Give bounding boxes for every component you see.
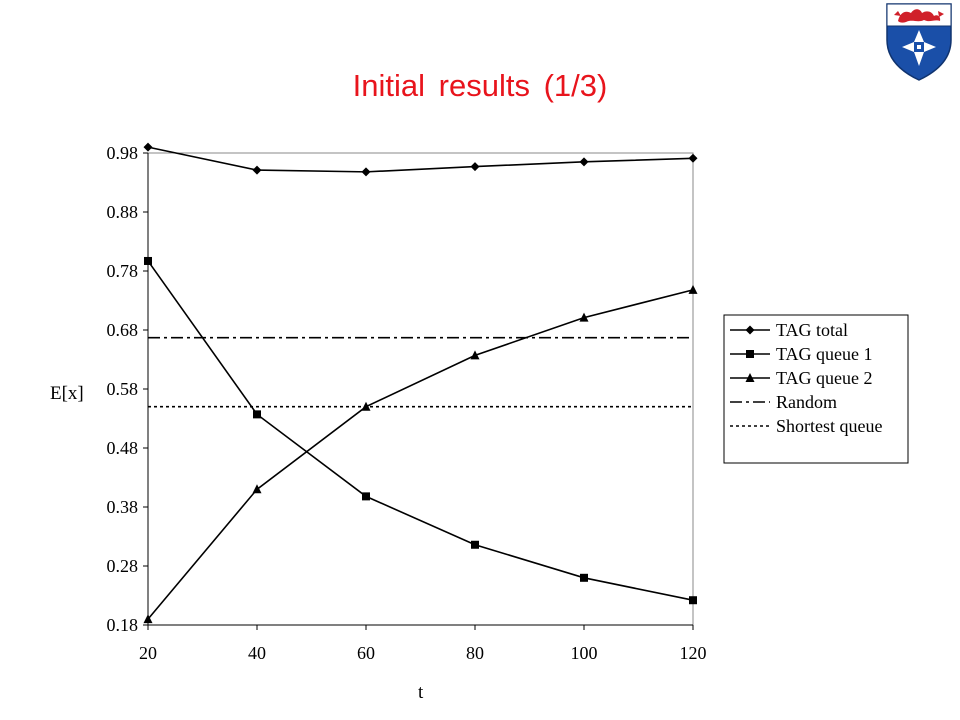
- legend-marker-tag-queue-1: [746, 350, 754, 358]
- data-point-tag-queue-1: [253, 410, 261, 419]
- slide-title: Initial results (1/3): [352, 68, 608, 103]
- data-point-tag-total: [579, 157, 589, 167]
- data-point-tag-queue-1: [580, 573, 588, 582]
- y-axis-title: E[x]: [50, 383, 84, 404]
- data-point-tag-queue-2: [579, 312, 589, 322]
- y-tick-label: 0.38: [107, 497, 139, 517]
- y-tick-label: 0.58: [107, 379, 139, 399]
- legend-label-tag-queue-1: TAG queue 1: [776, 344, 873, 364]
- data-point-tag-total: [470, 162, 480, 172]
- legend-label-shortest-queue: Shortest queue: [776, 416, 882, 436]
- legend-label-tag-total: TAG total: [776, 320, 848, 340]
- y-tick-label: 0.78: [107, 261, 139, 281]
- data-point-tag-queue-2: [252, 484, 262, 494]
- y-tick-label: 0.88: [107, 202, 139, 222]
- x-tick-label: 100: [571, 643, 598, 663]
- x-tick-label: 120: [680, 643, 707, 663]
- legend: TAG total TAG queue 1 TAG queue 2 Random Sho…: [723, 314, 909, 464]
- x-tick-label: 60: [357, 643, 375, 663]
- data-point-tag-queue-1: [362, 492, 370, 501]
- legend-marker-tag-total: [745, 325, 755, 335]
- data-point-tag-queue-2: [688, 284, 698, 294]
- university-crest-icon: [886, 3, 952, 81]
- data-point-tag-total: [688, 153, 698, 163]
- data-point-tag-queue-1: [471, 540, 479, 549]
- y-tick-label: 0.28: [107, 556, 139, 576]
- data-point-tag-queue-2: [143, 614, 153, 624]
- y-tick-label: 0.48: [107, 438, 139, 458]
- x-tick-label: 40: [248, 643, 266, 663]
- y-tick-label: 0.18: [107, 615, 139, 635]
- legend-box: [723, 314, 909, 464]
- data-point-tag-queue-2: [470, 350, 480, 360]
- data-point-tag-total: [252, 165, 262, 175]
- y-tick-label: 0.98: [107, 143, 139, 163]
- data-point-tag-queue-1: [689, 596, 697, 605]
- data-point-tag-queue-1: [144, 256, 152, 265]
- legend-marker-tag-queue-2: [745, 373, 755, 382]
- data-point-tag-total: [143, 142, 153, 152]
- x-tick-label: 80: [466, 643, 484, 663]
- x-axis-title: t: [418, 682, 424, 703]
- x-tick-label: 20: [139, 643, 157, 663]
- data-point-tag-total: [361, 167, 371, 177]
- legend-label-tag-queue-2: TAG queue 2: [776, 368, 873, 388]
- series-line-tag-queue-1: [147, 260, 694, 602]
- y-tick-label: 0.68: [107, 320, 139, 340]
- series-line-tag-total: [147, 146, 694, 173]
- series-line-tag-queue-2: [147, 289, 694, 620]
- plot-area: [147, 152, 694, 626]
- legend-label-random: Random: [776, 392, 837, 412]
